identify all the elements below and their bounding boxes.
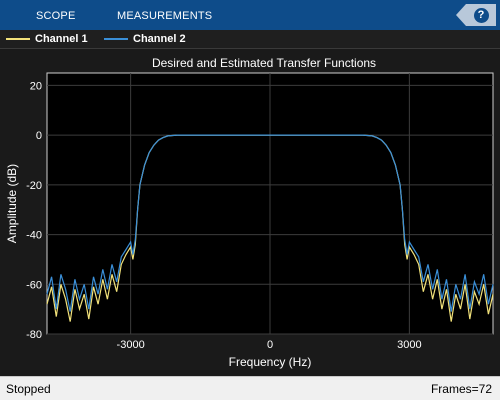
frame-counter: Frames=72 [430,382,492,396]
legend-label-channel-1: Channel 1 [35,33,88,45]
legend-label-channel-2: Channel 2 [133,33,186,45]
status-bar: Stopped Frames=72 [0,376,500,400]
series-line-channel-2 [46,134,494,312]
help-button-arrow [456,4,466,26]
x-tick-label: 0 [267,339,273,351]
series-group [46,134,494,322]
y-axis-label: Amplitude (dB) [5,164,19,243]
x-tick-label: -3000 [117,339,145,351]
help-icon: ? [473,7,489,23]
plot-area: Desired and Estimated Transfer Functions… [0,50,500,376]
status-text: Stopped [6,382,51,396]
y-tick-label: 0 [36,130,42,142]
grid [47,73,493,335]
legend-swatch-channel-2 [104,38,128,40]
y-tick-label: 20 [30,80,42,92]
chart-title: Desired and Estimated Transfer Functions [152,56,376,70]
tick-labels: -3000 0 3000 20 0 -20 -40 -60 -80 [26,80,422,351]
chart-svg: Desired and Estimated Transfer Functions… [5,56,494,369]
legend-bar: Channel 1 Channel 2 [0,30,500,49]
help-button[interactable]: ? [456,4,496,26]
y-tick-label: -20 [26,180,42,192]
help-button-body[interactable]: ? [466,4,496,26]
legend-swatch-channel-1 [6,38,30,40]
tab-measurements[interactable]: MEASUREMENTS [117,10,213,22]
y-tick-label: -80 [26,329,42,341]
tab-scope[interactable]: SCOPE [36,10,76,22]
y-tick-label: -60 [26,279,42,291]
y-tick-label: -40 [26,230,42,242]
x-axis-label: Frequency (Hz) [229,355,312,369]
toolstrip: SCOPE MEASUREMENTS ? [0,0,500,30]
legend-item-channel-1[interactable]: Channel 1 [6,33,88,45]
x-tick-label: 3000 [397,339,421,351]
legend-item-channel-2[interactable]: Channel 2 [104,33,186,45]
